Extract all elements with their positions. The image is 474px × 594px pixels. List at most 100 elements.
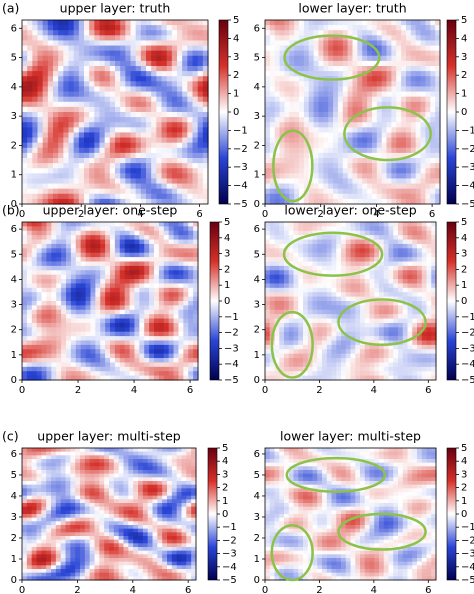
field-cell (124, 287, 131, 293)
x-tick-label: 6 (429, 209, 435, 220)
heatmap-field (265, 222, 437, 381)
field-cell (193, 322, 199, 328)
field-cell (188, 235, 194, 241)
field-cell (192, 101, 199, 108)
field-cell (115, 25, 121, 31)
field-cell (80, 252, 87, 258)
field-cell (197, 96, 204, 103)
field-cell (154, 252, 160, 258)
field-cell (120, 55, 126, 62)
field-cell (68, 91, 75, 98)
field-cell (187, 60, 194, 67)
field-cell (362, 101, 368, 108)
field-cell (336, 331, 342, 337)
field-cell (58, 96, 64, 103)
colorbar-tick-label: 2 (461, 70, 467, 81)
field-cell (129, 358, 136, 364)
field-cell (279, 222, 285, 227)
field-cell (405, 30, 412, 36)
field-cell (119, 375, 126, 381)
field-cell (46, 226, 52, 232)
field-cell (178, 265, 184, 271)
field-cell (202, 35, 209, 42)
field-cell (381, 35, 388, 42)
field-cell (331, 222, 337, 227)
field-cell (188, 353, 194, 359)
field-cell (158, 222, 165, 227)
field-cell (371, 60, 378, 67)
field-cell (435, 122, 441, 128)
field-cell (425, 132, 431, 139)
field-cell (22, 314, 28, 320)
field-cell (383, 243, 390, 249)
field-cell (109, 50, 116, 57)
field-cell (158, 283, 165, 289)
field-cell (298, 331, 304, 337)
heatmap-field (22, 20, 209, 205)
field-cell (360, 301, 366, 306)
field-cell (115, 132, 121, 139)
field-cell (381, 101, 388, 108)
field-cell (105, 344, 111, 350)
field-cell (140, 193, 147, 200)
field-cell (279, 50, 286, 57)
field-cell (187, 50, 194, 57)
field-cell (333, 173, 339, 180)
field-cell (313, 71, 320, 77)
field-cell (405, 86, 412, 93)
field-cell (369, 279, 375, 285)
field-cell (134, 314, 140, 320)
field-cell (322, 305, 328, 311)
field-cell (109, 45, 116, 52)
field-cell (284, 112, 290, 118)
field-cell (114, 226, 121, 232)
field-cell (115, 193, 121, 200)
field-cell (56, 257, 62, 263)
field-cell (322, 239, 328, 245)
field-cell (367, 112, 373, 118)
field-cell (80, 265, 87, 271)
field-cell (407, 287, 413, 293)
field-cell (158, 318, 165, 324)
field-cell (269, 309, 276, 315)
field-cell (46, 305, 52, 311)
field-cell (420, 198, 427, 205)
field-cell (355, 327, 361, 333)
field-cell (333, 142, 339, 149)
field-cell (381, 25, 388, 31)
field-cell (294, 60, 300, 67)
field-cell (294, 30, 300, 36)
field-cell (435, 60, 441, 67)
field-cell (149, 270, 155, 276)
field-cell (401, 193, 407, 200)
field-cell (31, 336, 38, 342)
field-cell (407, 301, 413, 306)
field-cell (369, 287, 375, 293)
field-cell (134, 301, 140, 306)
field-cell (90, 314, 96, 320)
field-cell (110, 222, 116, 227)
field-cell (51, 336, 57, 342)
field-cell (156, 45, 163, 52)
field-cell (173, 292, 180, 298)
field-cell (156, 106, 163, 113)
field-cell (149, 296, 155, 302)
field-cell (388, 274, 394, 280)
field-cell (405, 122, 412, 128)
field-cell (140, 173, 147, 180)
field-cell (405, 178, 412, 185)
field-cell (350, 248, 356, 254)
field-cell (182, 152, 188, 159)
field-cell (308, 106, 315, 113)
field-cell (192, 122, 199, 128)
field-cell (73, 96, 80, 103)
field-cell (347, 137, 354, 144)
field-cell (386, 45, 392, 52)
field-cell (100, 318, 106, 324)
field-cell (177, 86, 183, 93)
field-cell (284, 287, 290, 293)
field-cell (95, 366, 101, 372)
field-cell (68, 35, 75, 42)
field-cell (125, 142, 132, 149)
field-cell (114, 371, 121, 377)
